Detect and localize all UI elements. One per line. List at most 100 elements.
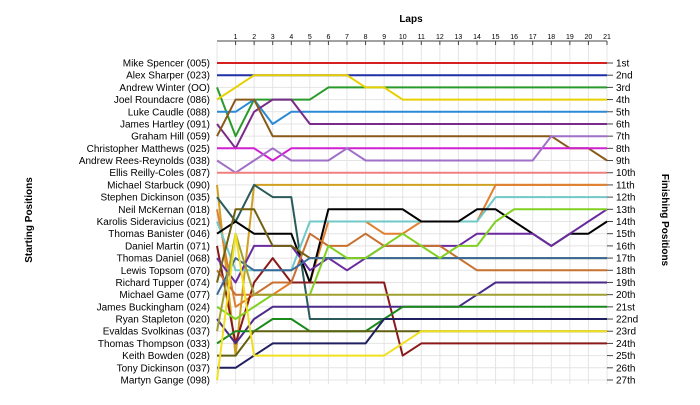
finishing-position-label: 13th bbox=[616, 205, 635, 216]
series-line-21 bbox=[216, 208, 607, 320]
x-tick-label: 16 bbox=[510, 34, 518, 41]
x-tick-label: 5 bbox=[308, 34, 312, 41]
starting-position-label: Daniel Martin (071) bbox=[125, 241, 210, 252]
series-line-5 bbox=[217, 98, 607, 125]
finishing-position-label: 9th bbox=[616, 156, 630, 167]
series-line-7 bbox=[216, 98, 608, 162]
x-tick-label: 10 bbox=[399, 34, 407, 41]
plot-grid bbox=[216, 40, 608, 384]
x-tick-label: 11 bbox=[418, 34, 425, 41]
starting-position-label: Tony Dickinson (037) bbox=[117, 363, 210, 374]
starting-position-label: Thomas Daniel (068) bbox=[117, 254, 210, 265]
starting-position-label: Michael Starbuck (090) bbox=[107, 180, 210, 191]
starting-position-label: Evaldas Svolkinas (037) bbox=[103, 327, 210, 338]
starting-position-label: Joel Roundacre (086) bbox=[114, 95, 210, 106]
starting-position-label: Alex Sharper (023) bbox=[126, 71, 210, 82]
starting-position-label: Graham Hill (059) bbox=[131, 132, 210, 143]
starting-position-label: Luke Caudle (088) bbox=[128, 107, 210, 118]
x-tick-label: 6 bbox=[326, 34, 330, 41]
finishing-position-label: 1st bbox=[616, 59, 630, 70]
series-line-23 bbox=[216, 232, 607, 332]
finishing-position-label: 7th bbox=[616, 132, 630, 143]
series-line-6 bbox=[216, 98, 607, 150]
x-tick-label: 1 bbox=[234, 34, 238, 41]
series-line-22 bbox=[216, 281, 607, 345]
series-line-9 bbox=[216, 135, 607, 174]
x-tick-label: 4 bbox=[289, 34, 293, 41]
finishing-position-label: 23rd bbox=[616, 327, 636, 338]
x-tick-label: 2 bbox=[252, 34, 256, 41]
starting-position-label: Mike Spencer (005) bbox=[123, 59, 210, 70]
starting-position-label: James Hartley (091) bbox=[120, 119, 210, 130]
finishing-position-label: 17th bbox=[616, 254, 635, 265]
starting-position-label: Keith Bowden (028) bbox=[122, 351, 210, 362]
series-line-24 bbox=[216, 305, 607, 345]
series-line-27 bbox=[216, 232, 607, 381]
x-tick-label: 20 bbox=[585, 34, 593, 41]
series-line-12 bbox=[216, 183, 607, 320]
x-axis-title: Laps bbox=[399, 14, 423, 25]
series-line-13 bbox=[216, 183, 607, 308]
finishing-position-label: 24th bbox=[616, 339, 635, 350]
finishing-position-label: 2nd bbox=[616, 71, 633, 82]
finishing-position-label: 10th bbox=[616, 168, 635, 179]
finishing-position-label: 21st bbox=[616, 302, 635, 313]
x-tick-label: 8 bbox=[364, 34, 368, 41]
finishing-position-label: 14th bbox=[616, 217, 635, 228]
x-tick-label: 12 bbox=[436, 34, 444, 41]
series-line-20 bbox=[216, 257, 607, 296]
finishing-position-label: 8th bbox=[616, 144, 630, 155]
series-line-26 bbox=[217, 318, 607, 369]
x-tick-label: 9 bbox=[382, 34, 386, 41]
x-tick-label: 14 bbox=[473, 34, 481, 41]
x-tick-label: 7 bbox=[345, 34, 349, 41]
starting-position-label: James Buckingham (024) bbox=[97, 302, 210, 313]
x-tick-label: 13 bbox=[455, 34, 463, 41]
x-tick-label: 3 bbox=[271, 34, 275, 41]
finishing-position-label: 22nd bbox=[616, 315, 638, 326]
finishing-position-label: 3rd bbox=[616, 83, 630, 94]
finishing-position-label: 25th bbox=[616, 351, 635, 362]
starting-position-label: Martyn Gange (098) bbox=[121, 376, 211, 387]
finishing-position-label: 6th bbox=[616, 119, 630, 130]
finishing-position-label: 15th bbox=[616, 229, 635, 240]
starting-position-label: Ellis Reilly-Coles (087) bbox=[109, 168, 210, 179]
series-line-18 bbox=[216, 232, 607, 296]
x-tick-label: 21 bbox=[603, 34, 611, 41]
finishing-position-label: 16th bbox=[616, 241, 635, 252]
starting-position-label: Andrew Winter (OO) bbox=[119, 83, 210, 94]
finishing-position-label: 26th bbox=[616, 363, 635, 374]
x-tick-label: 18 bbox=[547, 34, 555, 41]
finishing-position-label: 20th bbox=[616, 290, 635, 301]
finishing-position-label: 18th bbox=[616, 266, 635, 277]
finishing-position-label: 4th bbox=[616, 95, 630, 106]
series-lines bbox=[216, 62, 608, 381]
finishing-position-label: 19th bbox=[616, 278, 635, 289]
x-tick-label: 19 bbox=[566, 34, 574, 41]
x-tick-label: 17 bbox=[529, 34, 537, 41]
finishing-position-labels: 1st2nd3rd4th5th6th7th8th9th10th11th12th1… bbox=[607, 59, 638, 387]
starting-position-label: Stephen Dickinson (035) bbox=[100, 193, 210, 204]
starting-position-label: Ryan Stapleton (020) bbox=[115, 315, 210, 326]
starting-position-label: Richard Tupper (074) bbox=[116, 278, 211, 289]
starting-position-label: Lewis Topsom (070) bbox=[121, 266, 210, 277]
starting-position-label: Thomas Banister (046) bbox=[108, 229, 210, 240]
starting-position-label: Karolis Sideravicius (021) bbox=[97, 217, 210, 228]
x-tick-labels: 1 2 3 4 5 6 7 8 9 10 11 12 13 14 15 16 17 18 19 20 21 bbox=[234, 34, 611, 45]
finishing-position-label: 12th bbox=[616, 193, 635, 204]
starting-position-label: Christopher Matthews (025) bbox=[87, 144, 210, 155]
starting-position-label: Andrew Rees-Reynolds (038) bbox=[79, 156, 210, 167]
starting-position-label: Neil McKernan (018) bbox=[118, 205, 210, 216]
y-axis-title-left: Starting Positions bbox=[24, 177, 35, 263]
starting-position-labels: Mike Spencer (005)Alex Sharper (023)Andr… bbox=[79, 59, 210, 387]
starting-position-label: Thomas Thompson (033) bbox=[98, 339, 210, 350]
series-line-4 bbox=[216, 74, 607, 101]
finishing-position-label: 5th bbox=[616, 107, 630, 118]
x-tick-label: 15 bbox=[492, 34, 500, 41]
finishing-position-label: 27th bbox=[616, 376, 635, 387]
y-axis-title-right: Finishing Positions bbox=[659, 174, 670, 267]
finishing-position-label: 11th bbox=[616, 180, 635, 191]
starting-position-label: Michael Game (077) bbox=[119, 290, 210, 301]
series-line-16 bbox=[216, 245, 607, 357]
